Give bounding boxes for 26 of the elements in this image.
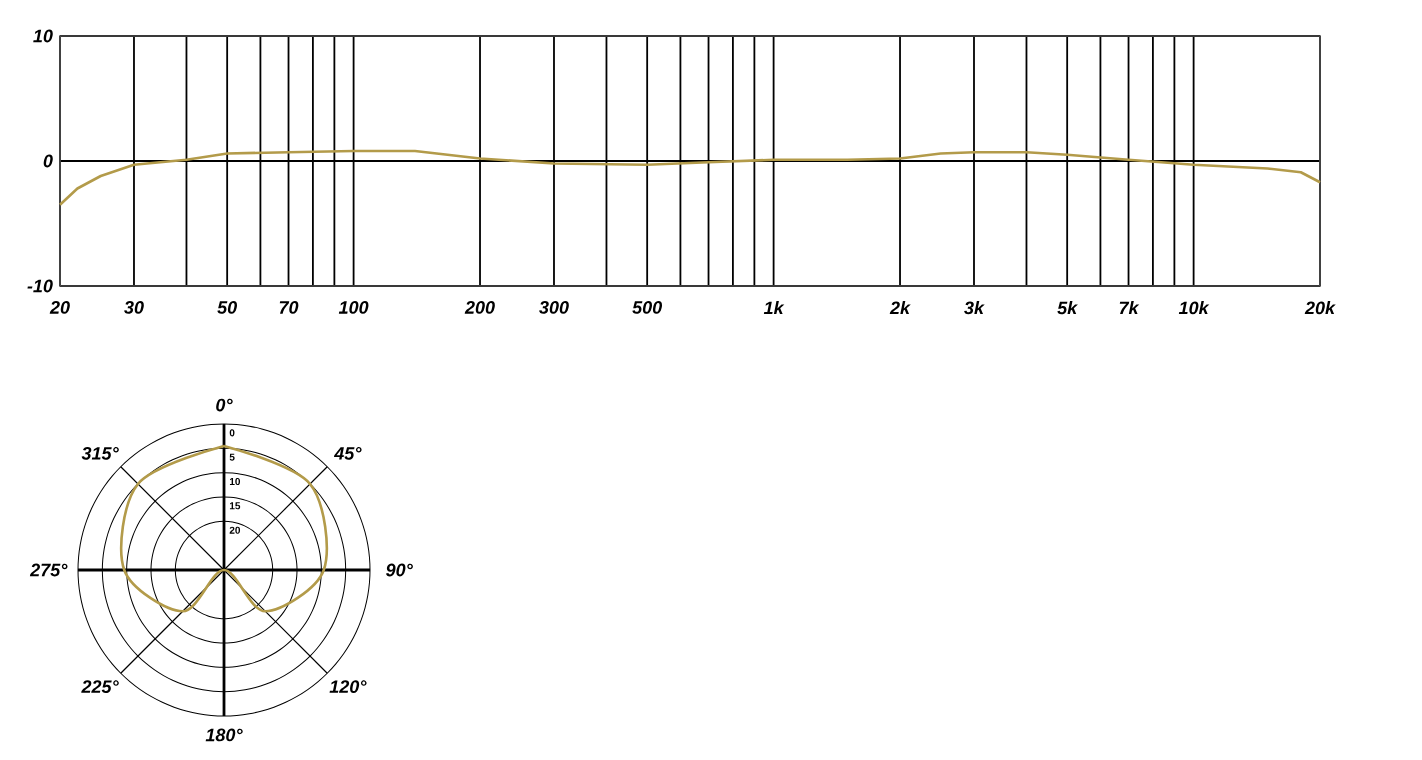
x-tick-label: 2k xyxy=(889,301,911,315)
x-tick-label: 20k xyxy=(1304,301,1336,315)
x-tick-label: 70 xyxy=(279,301,299,314)
x-tick-label: 20 xyxy=(49,301,70,314)
x-tick-label: 100 xyxy=(338,301,369,314)
x-tick-label: 10k xyxy=(1178,301,1210,315)
x-tick-label: 500 xyxy=(632,301,663,314)
spoke-label: 0° xyxy=(216,398,233,412)
x-tick-label: 30 xyxy=(124,301,144,314)
spoke-label: 315° xyxy=(81,446,119,460)
spoke-label: 90° xyxy=(386,563,413,577)
x-tick-label: 5k xyxy=(1057,301,1078,315)
spoke-label: 225° xyxy=(81,680,119,694)
spoke-label: 275° xyxy=(29,563,68,577)
x-tick-label: 3k xyxy=(964,301,985,315)
x-tick-label: 50 xyxy=(217,301,238,314)
x-tick-label: 300 xyxy=(539,301,569,314)
x-tick-label: 1k xyxy=(763,301,785,315)
spoke-label: 120° xyxy=(329,680,367,694)
x-tick-label: 7k xyxy=(1119,301,1140,315)
spoke-label: 45° xyxy=(333,447,362,460)
y-tick-label: 0 xyxy=(43,154,53,168)
x-tick-label: 200 xyxy=(464,301,495,314)
y-tick-label: 10 xyxy=(33,29,53,43)
spoke-label: 180° xyxy=(205,728,243,742)
y-tick-label: -10 xyxy=(27,279,53,293)
